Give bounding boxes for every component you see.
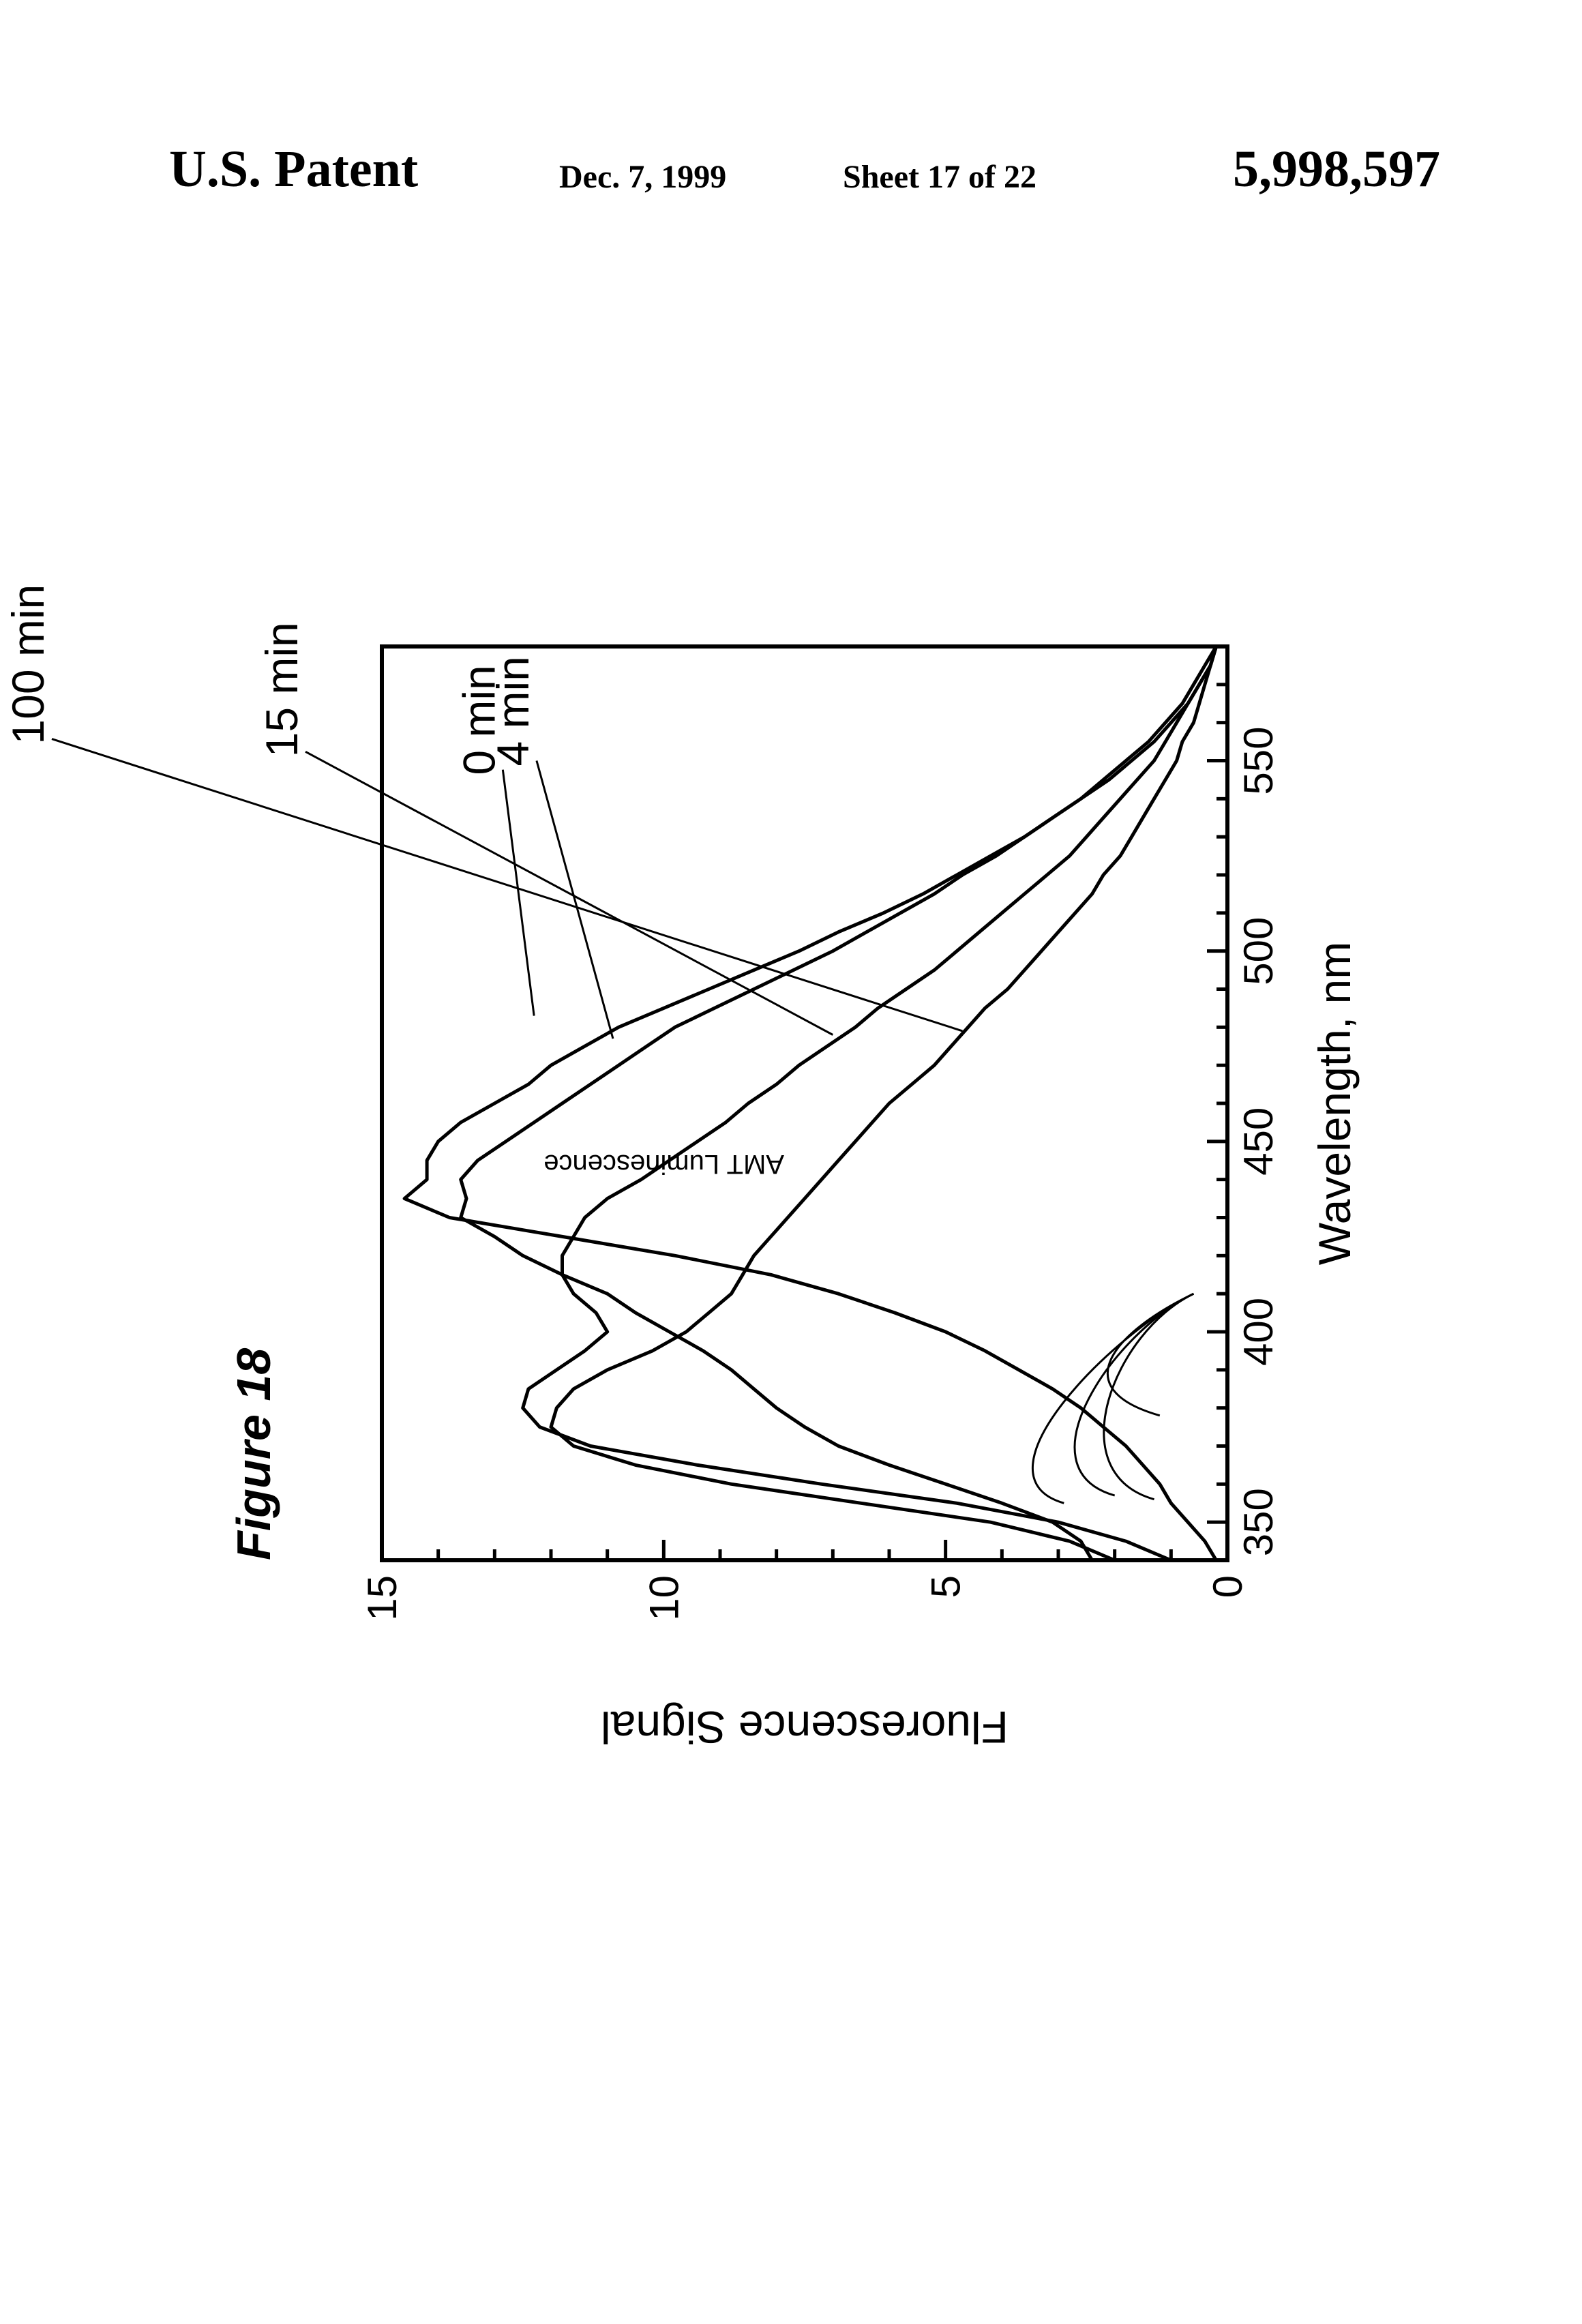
annotation-leader — [1032, 1294, 1193, 1503]
annotation-leader — [1107, 1294, 1193, 1416]
leader-line — [52, 739, 962, 1031]
leader-line — [305, 751, 833, 1034]
x-tick-label: 450 — [1236, 1107, 1281, 1176]
x-tick-label: 350 — [1236, 1488, 1281, 1556]
annotation-amt-luminescence: AMT Luminescence — [543, 1149, 784, 1179]
leader-line — [537, 761, 613, 1039]
series-label: 100 min — [3, 584, 53, 745]
x-tick-label: 400 — [1236, 1298, 1281, 1366]
series-line-15-min — [523, 646, 1217, 1560]
x-tick-label: 550 — [1236, 726, 1281, 794]
y-tick-label: 10 — [641, 1575, 687, 1621]
x-axis-label: Wavelength, nm — [1309, 942, 1360, 1265]
series-line-0-min — [404, 646, 1216, 1560]
y-axis-label: Fluorescence Signal — [601, 1702, 1009, 1753]
chart-title: Figure 18 — [227, 1348, 280, 1560]
series-label: 15 min — [256, 622, 307, 757]
y-tick-label: 5 — [923, 1575, 969, 1598]
annotation-leader — [1075, 1294, 1193, 1495]
series-label: 4 min — [488, 656, 538, 766]
series-line-100-min — [551, 646, 1217, 1560]
y-tick-label: 15 — [359, 1575, 405, 1621]
y-tick-label: 0 — [1205, 1575, 1251, 1598]
x-tick-label: 500 — [1236, 917, 1281, 985]
